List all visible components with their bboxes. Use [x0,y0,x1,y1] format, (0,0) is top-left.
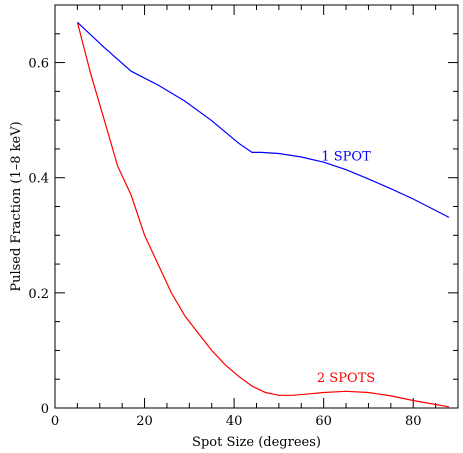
x-tick-label: 40 [226,414,243,429]
series-line-1-spot [76,21,450,218]
y-tick-label: 0.6 [28,57,49,72]
series-label-1-spot: 1 SPOT [321,149,371,164]
x-tick-label: 80 [405,414,422,429]
x-axis-title: Spot Size (degrees) [192,435,321,450]
x-tick-label: 20 [136,414,153,429]
series-layer: 1 SPOT 2 SPOTS [76,21,450,408]
y-tick-label: 0.4 [28,172,49,187]
plot-frame [54,4,459,409]
series-line-2-spots [76,22,450,408]
y-tick-label: 0.2 [28,287,49,302]
y-axis-title: Pulsed Fraction (1–8 keV) [9,121,24,291]
axis-ticks [54,4,459,409]
x-tick-label: 60 [315,414,332,429]
series-label-2-spots: 2 SPOTS [317,371,375,386]
tick-labels: 0 20 40 60 80 0 0.2 0.4 0.6 [28,57,421,429]
x-tick-label: 0 [51,414,59,429]
y-tick-label: 0 [41,402,49,417]
